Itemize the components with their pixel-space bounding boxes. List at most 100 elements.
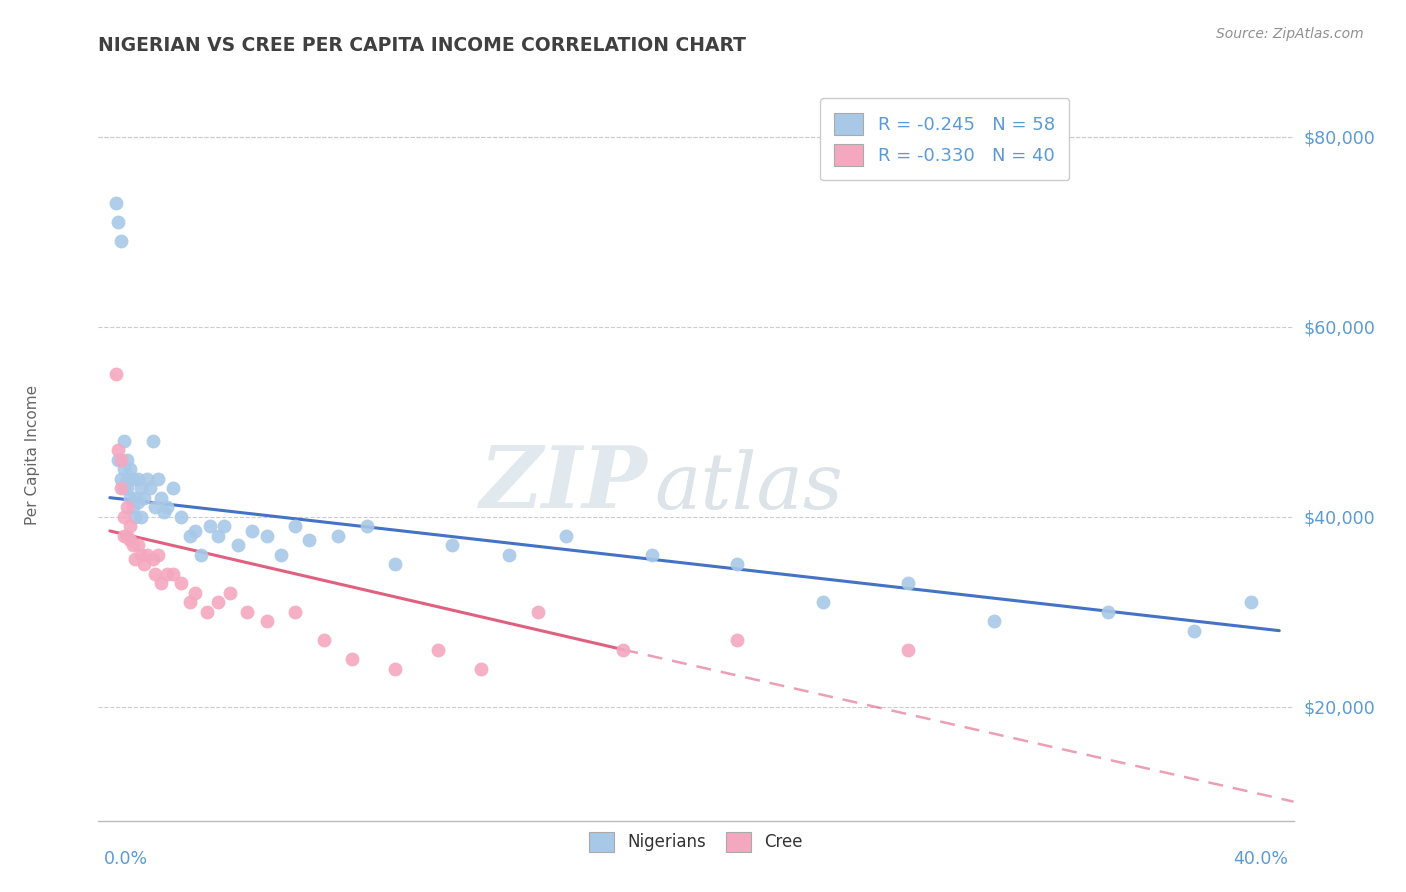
Point [897,642,920,657]
Text: Per Capita Income: Per Capita Income [25,384,41,525]
Point [139,481,162,495]
Point [115,500,138,515]
Point [115,481,138,495]
Point [118,462,141,476]
Point [124,509,146,524]
Point [118,533,141,548]
Point [811,595,834,609]
Point [115,472,138,486]
Point [242,524,264,538]
Point [121,538,143,552]
Point [156,566,179,581]
Point [127,495,149,509]
Point [356,519,378,533]
Point [256,529,278,543]
Point [555,529,578,543]
Point [612,642,634,657]
Point [112,529,135,543]
Point [207,595,229,609]
Point [127,472,149,486]
Point [641,548,664,562]
Point [112,509,135,524]
Point [145,500,167,515]
Point [127,538,149,552]
Point [270,548,292,562]
Point [148,548,170,562]
Point [110,481,132,495]
Point [384,662,406,676]
Point [897,576,920,591]
Point [207,529,229,543]
Point [148,472,170,486]
Point [142,552,165,566]
Point [112,434,135,448]
Point [184,524,207,538]
Legend: Nigerians, Cree: Nigerians, Cree [581,824,811,860]
Point [190,548,212,562]
Point [184,585,207,599]
Point [118,491,141,505]
Text: 0.0%: 0.0% [104,850,148,868]
Point [170,576,193,591]
Point [1097,605,1119,619]
Point [132,491,155,505]
Point [112,481,135,495]
Point [110,472,132,486]
Point [170,509,193,524]
Point [195,605,218,619]
Point [153,505,176,519]
Point [107,443,129,458]
Point [132,557,155,571]
Point [115,452,138,467]
Point [112,462,135,476]
Point [104,196,127,211]
Point [342,652,364,666]
Point [104,367,127,381]
Point [298,533,321,548]
Point [118,519,141,533]
Point [725,557,748,571]
Point [235,605,257,619]
Text: ZIP: ZIP [481,442,648,526]
Point [124,552,146,566]
Point [498,548,520,562]
Point [179,595,201,609]
Text: atlas: atlas [654,450,842,526]
Point [212,519,235,533]
Point [107,215,129,229]
Point [426,642,449,657]
Point [526,605,548,619]
Point [218,585,240,599]
Point [156,500,179,515]
Point [107,452,129,467]
Point [284,519,307,533]
Text: Source: ZipAtlas.com: Source: ZipAtlas.com [1216,27,1364,41]
Point [115,529,138,543]
Point [441,538,464,552]
Point [384,557,406,571]
Point [135,472,157,486]
Point [470,662,492,676]
Point [256,614,278,628]
Point [1182,624,1205,638]
Point [129,481,152,495]
Point [135,548,157,562]
Point [145,566,167,581]
Point [326,529,349,543]
Point [150,576,173,591]
Point [110,234,132,248]
Text: NIGERIAN VS CREE PER CAPITA INCOME CORRELATION CHART: NIGERIAN VS CREE PER CAPITA INCOME CORRE… [98,36,747,54]
Point [226,538,249,552]
Point [179,529,201,543]
Point [312,633,335,648]
Point [1240,595,1263,609]
Point [162,481,184,495]
Point [121,500,143,515]
Point [725,633,748,648]
Point [142,434,165,448]
Point [284,605,307,619]
Text: 40.0%: 40.0% [1233,850,1288,868]
Point [129,548,152,562]
Point [121,472,143,486]
Point [198,519,221,533]
